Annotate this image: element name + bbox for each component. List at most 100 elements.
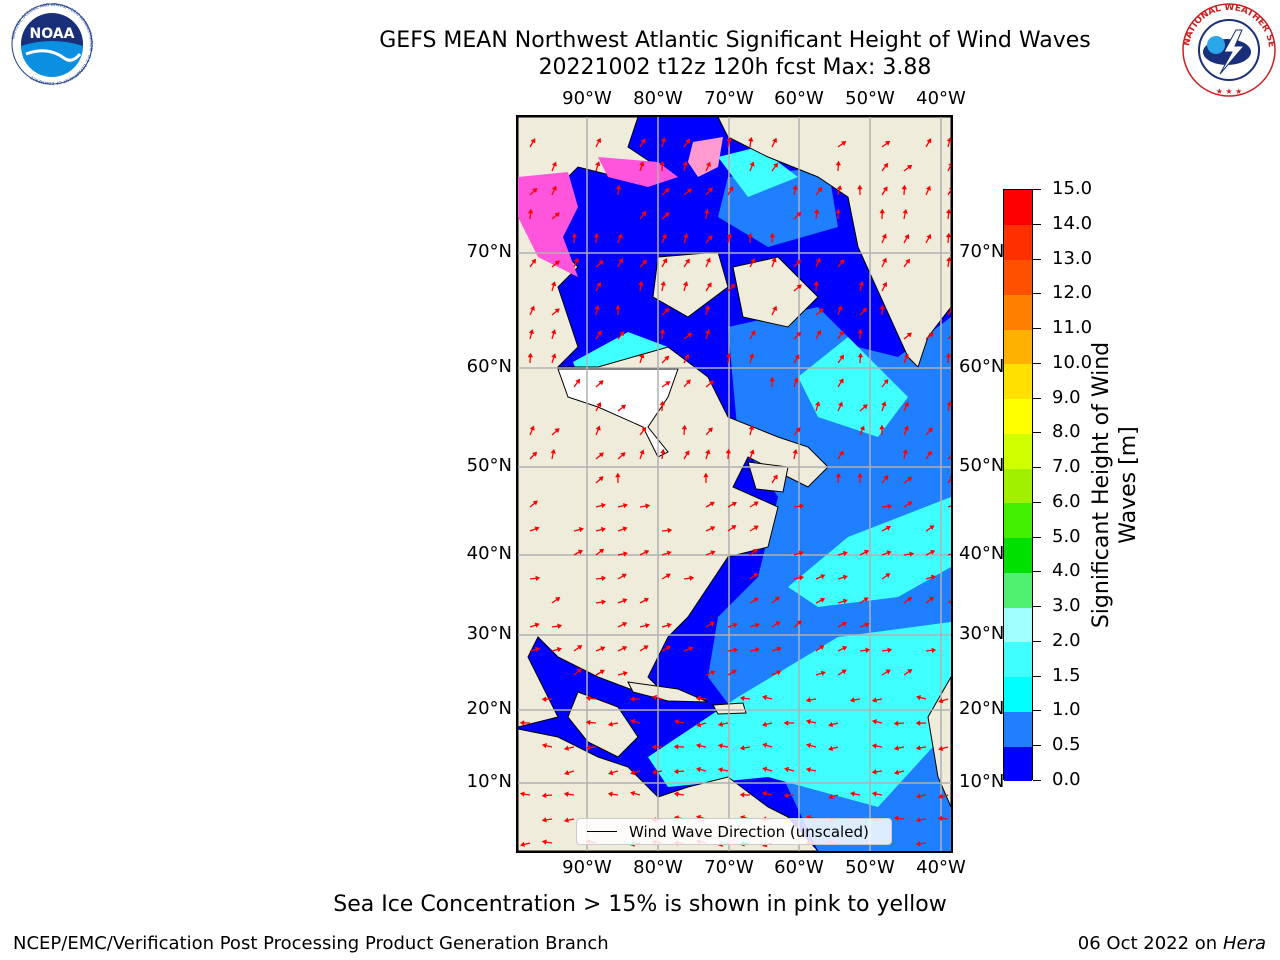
wind-wave-arrowhead <box>915 793 921 799</box>
wind-wave-arrowhead <box>607 721 613 727</box>
wind-wave-arrowhead <box>696 722 702 728</box>
colorbar-tick <box>1033 780 1041 781</box>
lat-label: 30°N <box>959 623 1005 644</box>
colorbar-tick <box>1033 293 1041 295</box>
wind-wave-arrowhead <box>805 697 811 703</box>
wind-wave-arrowhead <box>871 791 877 797</box>
wind-wave-arrowhead <box>837 305 843 311</box>
sea-ice <box>518 172 578 277</box>
colorbar-tick-label: 15.0 <box>1052 178 1093 199</box>
wind-wave-arrowhead <box>805 767 811 773</box>
wave-height-band-high <box>798 337 908 437</box>
wind-wave-arrowhead <box>665 645 671 651</box>
wind-wave-arrowhead <box>820 670 826 676</box>
wind-wave-arrowhead <box>563 745 570 751</box>
wind-wave-arrowhead <box>747 232 754 238</box>
wind-wave-arrowhead <box>871 743 877 749</box>
wind-wave-arrowhead <box>948 162 951 167</box>
wind-wave-arrowhead <box>534 622 540 628</box>
wind-wave-arrowhead <box>915 841 921 847</box>
colorbar-tick-label: 14.0 <box>1052 212 1093 234</box>
wind-wave-arrowhead <box>796 259 802 265</box>
wind-wave-arrowhead <box>946 256 951 262</box>
wind-wave-arrowhead <box>696 766 701 773</box>
wind-wave-arrowhead <box>946 137 951 142</box>
wind-wave-arrowhead <box>906 596 913 602</box>
wind-wave-arrowhead <box>665 573 671 579</box>
wind-wave-arrowhead <box>601 502 606 509</box>
wind-wave-arrowhead <box>621 573 627 579</box>
land-central-america <box>567 691 639 758</box>
lon-label: 80°W <box>633 857 683 878</box>
wind-wave-arrowhead <box>739 695 745 702</box>
wind-wave-arrowhead <box>863 549 870 555</box>
colorbar-tick <box>1033 258 1041 260</box>
lat-label: 60°N <box>959 356 1005 377</box>
colorbar-tick-label: 3.0 <box>1052 595 1081 617</box>
wind-wave-arrowhead <box>776 670 782 676</box>
wind-wave-arrowhead <box>541 743 548 749</box>
wind-wave-arrowhead <box>750 258 756 264</box>
wind-wave-arrowhead <box>643 550 650 555</box>
wind-wave-arrowhead <box>619 331 625 337</box>
footer-date: 06 Oct 2022 on Hera <box>1078 933 1266 954</box>
wind-wave-arrowhead <box>837 401 843 407</box>
wind-wave-arrowhead <box>938 793 943 799</box>
wind-wave-arrowhead <box>783 720 789 726</box>
wind-wave-arrowhead <box>748 425 755 431</box>
wind-wave-arrowhead <box>865 647 871 653</box>
wind-wave-arrowhead <box>774 596 780 602</box>
sea-ice <box>688 137 723 177</box>
lat-label: 10°N <box>959 771 1005 792</box>
wind-wave-arrowhead <box>705 257 711 263</box>
wind-wave-arrowhead <box>599 669 605 675</box>
wind-wave-arrowhead <box>638 280 644 286</box>
wind-wave-arrowhead <box>886 550 892 556</box>
wind-wave-arrowhead <box>841 621 848 627</box>
land-cuba <box>627 681 709 703</box>
wind-wave-arrowhead <box>630 718 636 725</box>
wind-wave-arrowhead <box>555 596 561 602</box>
wind-wave-arrowhead <box>794 354 800 360</box>
wind-wave-arrowhead <box>879 304 886 310</box>
wind-wave-arrowhead <box>784 766 790 773</box>
wind-wave-arrowhead <box>906 164 913 170</box>
wind-wave-arrowhead <box>673 768 679 775</box>
wind-wave-arrowhead <box>929 525 935 531</box>
colorbar-tick <box>1033 640 1041 642</box>
wind-wave-arrowhead <box>710 550 716 556</box>
wind-wave-arrowhead <box>683 281 689 287</box>
wind-wave-arrowhead <box>534 646 540 652</box>
legend-label: Wind Wave Direction (unscaled) <box>629 823 869 841</box>
wind-wave-arrowhead <box>535 575 541 582</box>
wind-wave-arrowhead <box>704 208 710 214</box>
wind-wave-arrowhead <box>842 598 848 604</box>
wind-wave-arrowhead <box>667 527 673 534</box>
wind-wave-arrow <box>947 600 951 604</box>
wind-wave-arrowhead <box>859 425 865 431</box>
wind-wave-arrowhead <box>689 575 695 581</box>
wind-wave-arrowhead <box>904 353 909 359</box>
wind-wave-arrowhead <box>554 212 560 218</box>
colorbar-tick <box>1033 189 1041 190</box>
colorbar-tick <box>1033 362 1041 364</box>
wind-wave-arrowhead <box>839 259 845 265</box>
lon-label: 70°W <box>704 857 754 878</box>
colorbar-segment <box>1004 641 1032 678</box>
wind-wave-arrow <box>947 477 951 484</box>
wind-wave-arrowhead <box>659 160 666 166</box>
wind-wave-arrowhead <box>796 284 802 290</box>
wind-wave-arrowhead <box>945 208 951 214</box>
wind-wave-arrowhead <box>938 698 944 704</box>
wind-wave-arrowhead <box>739 792 745 798</box>
wind-wave-arrowhead <box>643 597 650 603</box>
colorbar-tick <box>1033 432 1041 434</box>
wind-wave-arrowhead <box>681 424 688 430</box>
wind-wave-arrowhead <box>819 597 826 603</box>
wind-wave-arrowhead <box>660 280 666 286</box>
wind-wave-arrowhead <box>640 138 646 144</box>
wind-wave-arrowhead <box>881 257 887 263</box>
wind-wave-arrowhead <box>885 573 891 578</box>
wind-wave-arrowhead <box>792 448 798 454</box>
wind-wave-arrowhead <box>945 352 951 358</box>
